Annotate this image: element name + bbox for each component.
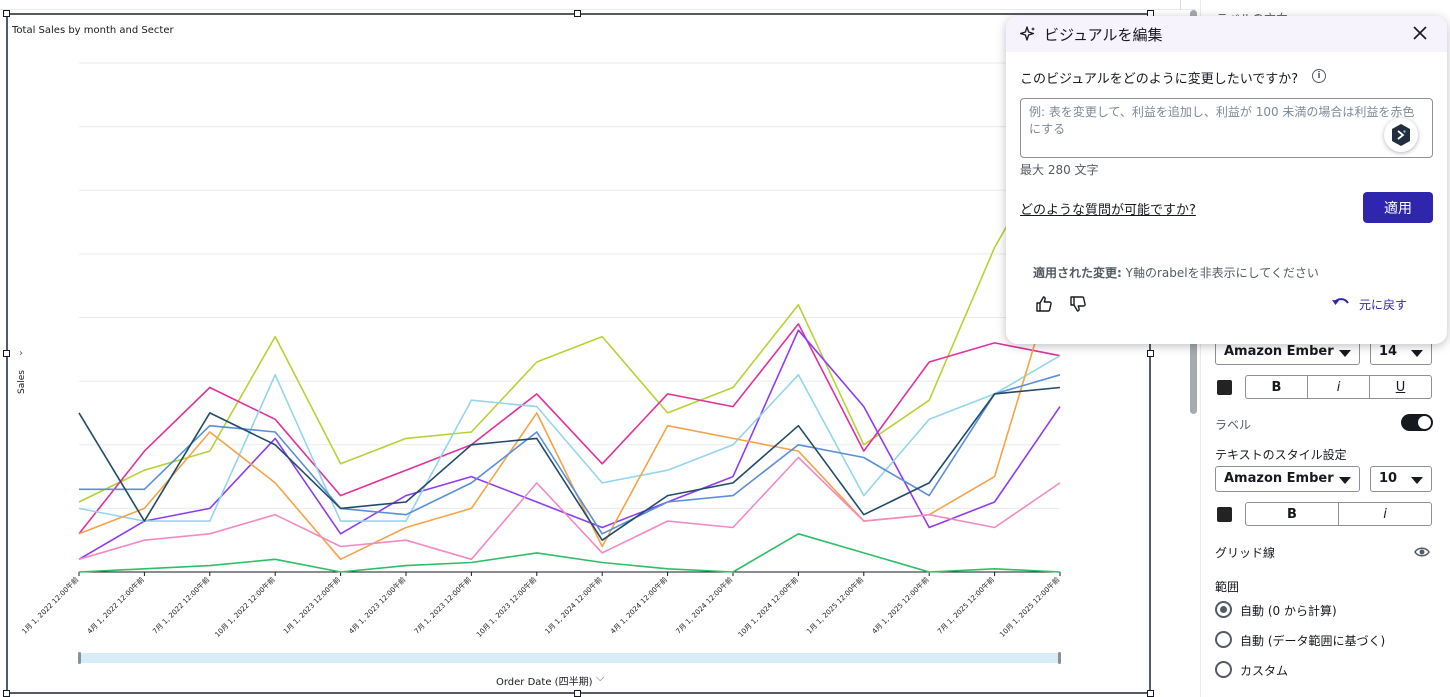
gridlines-label: グリッド線 [1215, 546, 1276, 560]
resize-handle-top-left[interactable] [3, 10, 10, 17]
series-line-1[interactable] [78, 132, 1061, 503]
series-line-8[interactable] [78, 456, 1061, 561]
x-axis-chevron-down-icon[interactable]: ⌵ [596, 671, 605, 684]
series-line-7[interactable] [78, 386, 1061, 542]
font-color-swatch-1[interactable] [1217, 380, 1232, 395]
max-characters-hint: 最大 280 文字 [1020, 163, 1099, 177]
eye-icon[interactable] [1414, 545, 1430, 559]
resize-handle-bottom-left[interactable] [3, 690, 10, 697]
chevron-down-icon [1339, 477, 1351, 484]
applied-change-text: 適用された変更: Y軸のrabelを非表示にしてください [1033, 264, 1319, 281]
x-tick-label: 7月 1, 2023 12:00午前 [412, 575, 473, 636]
x-tick-label: 1月 1, 2024 12:00午前 [543, 575, 604, 636]
prompt-question: このビジュアルをどのように変更したいですか? [1020, 72, 1299, 87]
x-tick-label: 1月 1, 2022 12:00午前 [20, 575, 81, 636]
label-toggle[interactable] [1401, 414, 1433, 431]
text-format-toolbar-1: B i U [1245, 375, 1432, 399]
applied-change-prefix: 適用された変更: [1033, 266, 1122, 280]
underline-button[interactable]: U [1395, 379, 1406, 395]
italic-button-2[interactable]: i [1383, 506, 1387, 522]
sparkle-icon [1020, 26, 1035, 41]
resize-handle-middle-left[interactable] [3, 350, 10, 357]
applied-change-value: Y軸のrabelを非表示にしてください [1121, 266, 1319, 280]
bold-button-2[interactable]: B [1246, 503, 1339, 525]
help-questions-link[interactable]: どのような質問が可能ですか? [1020, 203, 1196, 218]
bold-button[interactable]: B [1246, 376, 1308, 398]
apply-button[interactable]: 適用 [1363, 192, 1433, 223]
font-family-select-2[interactable]: Amazon Ember [1215, 466, 1360, 492]
range-radio-auto-zero[interactable] [1215, 601, 1232, 618]
chevron-down-icon [1339, 350, 1351, 357]
range-heading: 範囲 [1215, 580, 1240, 594]
range-radio-custom[interactable] [1215, 661, 1232, 678]
x-tick-label: 1月 1, 2023 12:00午前 [281, 575, 342, 636]
resize-handle-middle-right[interactable] [1147, 350, 1154, 357]
range-radio-auto-data[interactable] [1215, 631, 1232, 648]
popover-title: ビジュアルを編集 [1044, 26, 1163, 44]
series-line-2[interactable] [78, 323, 1061, 535]
font-size-value-2: 10 [1379, 471, 1398, 486]
x-range-slider-track[interactable] [79, 653, 1060, 663]
font-size-select-2[interactable]: 10 [1370, 466, 1432, 492]
resize-handle-bottom-right[interactable] [1147, 690, 1154, 697]
text-style-heading: テキストのスタイル設定 [1215, 448, 1347, 462]
text-format-toolbar-2: B i [1245, 502, 1432, 526]
y-axis-label[interactable]: Sales [17, 370, 27, 394]
chevron-down-icon [1411, 350, 1423, 357]
x-tick-label: 4月 1, 2025 12:00午前 [870, 575, 931, 636]
x-tick-label: 4月 1, 2024 12:00午前 [608, 575, 669, 636]
thumbs-up-icon[interactable] [1035, 295, 1053, 313]
x-tick-label: 4月 1, 2022 12:00午前 [85, 575, 146, 636]
close-icon[interactable] [1413, 26, 1427, 40]
x-tick-label: 7月 1, 2024 12:00午前 [674, 575, 735, 636]
italic-button[interactable]: i [1308, 376, 1370, 398]
info-icon[interactable]: i [1312, 69, 1326, 83]
range-option-auto-zero[interactable]: 自動 (0 から計算) [1240, 604, 1337, 618]
font-size-value-1: 14 [1379, 344, 1398, 359]
font-color-swatch-2[interactable] [1217, 507, 1232, 522]
edit-visual-popover: ビジュアルを編集 このビジュアルをどのように変更したいですか? i 最大 280… [1006, 16, 1447, 344]
x-range-slider-handle-left[interactable] [78, 652, 81, 664]
toolbar-divider [1180, 0, 1181, 10]
x-range-slider-handle-right[interactable] [1058, 652, 1061, 664]
popover-header [1006, 16, 1447, 52]
series-line-9[interactable] [78, 532, 1061, 573]
undo-button[interactable]: 元に戻す [1359, 298, 1408, 312]
x-tick-label: 10月 1, 2023 12:00午前 [474, 575, 538, 639]
x-tick-label: 7月 1, 2025 12:00午前 [935, 575, 996, 636]
range-option-custom[interactable]: カスタム [1240, 664, 1289, 678]
x-tick-label: 10月 1, 2024 12:00午前 [736, 575, 800, 639]
x-tick-label: 10月 1, 2022 12:00午前 [213, 575, 277, 639]
font-family-value-2: Amazon Ember [1224, 471, 1334, 486]
series-line-3[interactable] [78, 329, 1061, 560]
x-tick-label: 7月 1, 2022 12:00午前 [151, 575, 212, 636]
series-line-4[interactable] [78, 355, 1061, 522]
undo-icon[interactable] [1331, 295, 1351, 313]
visual-title: Total Sales by month and Secter [12, 25, 174, 36]
resize-handle-top-middle[interactable] [574, 10, 581, 17]
prompt-input[interactable] [1020, 98, 1433, 158]
font-family-value-1: Amazon Ember [1224, 344, 1334, 359]
thumbs-down-icon[interactable] [1069, 295, 1087, 313]
toggle-knob [1418, 416, 1431, 429]
visual-card[interactable]: Total Sales by month and Secter 1月 1, 20… [6, 13, 1151, 694]
range-option-auto-data[interactable]: 自動 (データ範囲に基づく) [1240, 634, 1386, 648]
resize-handle-bottom-middle[interactable] [574, 690, 581, 697]
series-line-6[interactable] [79, 374, 1061, 535]
x-axis-label[interactable]: Order Date (四半期) [496, 677, 593, 688]
x-tick-label: 10月 1, 2025 12:00午前 [998, 575, 1062, 639]
chevron-down-icon [1411, 477, 1423, 484]
ai-assistant-icon[interactable] [1384, 118, 1418, 152]
line-chart: 1月 1, 2022 12:00午前 4月 1, 2022 12:00午前 7月 1… [20, 62, 1062, 664]
x-tick-label: 1月 1, 2025 12:00午前 [805, 575, 866, 636]
x-tick-label: 4月 1, 2023 12:00午前 [347, 575, 408, 636]
y-axis-chevron-icon[interactable]: › [19, 348, 23, 359]
top-toolbar-strip [0, 0, 1196, 10]
label-toggle-label: ラベル [1215, 418, 1252, 432]
